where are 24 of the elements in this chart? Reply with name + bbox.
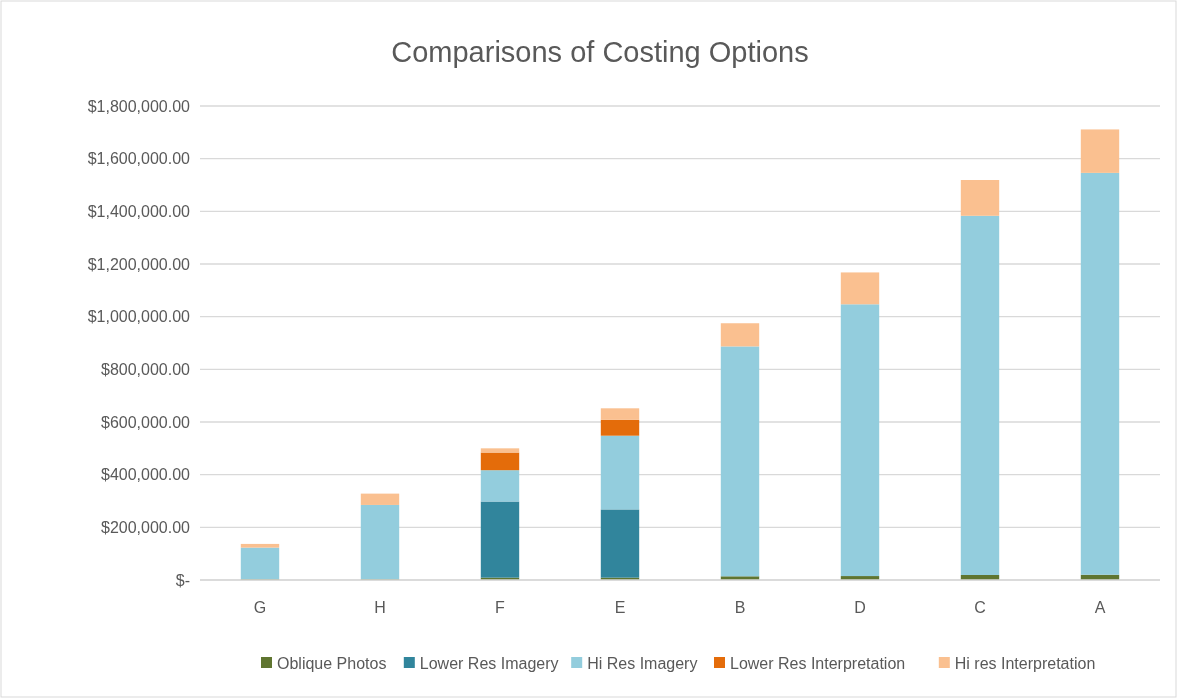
legend-label: Oblique Photos [277, 654, 387, 672]
y-tick-label: $1,400,000.00 [87, 202, 191, 220]
y-tick-label: $1,200,000.00 [87, 255, 191, 273]
y-tick-label: $600,000.00 [101, 413, 191, 431]
legend-label: Lower Res Interpretation [730, 654, 906, 672]
x-tick-label: B [734, 599, 746, 616]
y-tick-label: $200,000.00 [101, 518, 191, 536]
x-tick-label: D [854, 599, 866, 616]
chart-title: Comparisons of Costing Options [391, 36, 809, 68]
y-tick-label: $- [175, 571, 190, 589]
legend-label: Hi Res Imagery [587, 654, 698, 672]
x-tick-label: F [495, 599, 506, 616]
x-tick-label: E [614, 599, 626, 616]
legend-label: Lower Res Imagery [419, 654, 559, 672]
y-tick-label: $1,000,000.00 [87, 308, 191, 326]
y-tick-label: $1,600,000.00 [87, 150, 191, 168]
x-tick-label: G [253, 599, 267, 616]
legend-label: Hi res Interpretation [954, 654, 1096, 672]
x-tick-label: H [374, 599, 386, 616]
y-tick-label: $1,800,000.00 [87, 97, 191, 115]
y-tick-label: $800,000.00 [101, 360, 191, 378]
x-tick-label: C [974, 599, 986, 616]
x-tick-label: A [1094, 599, 1106, 616]
y-tick-label: $400,000.00 [101, 466, 191, 484]
